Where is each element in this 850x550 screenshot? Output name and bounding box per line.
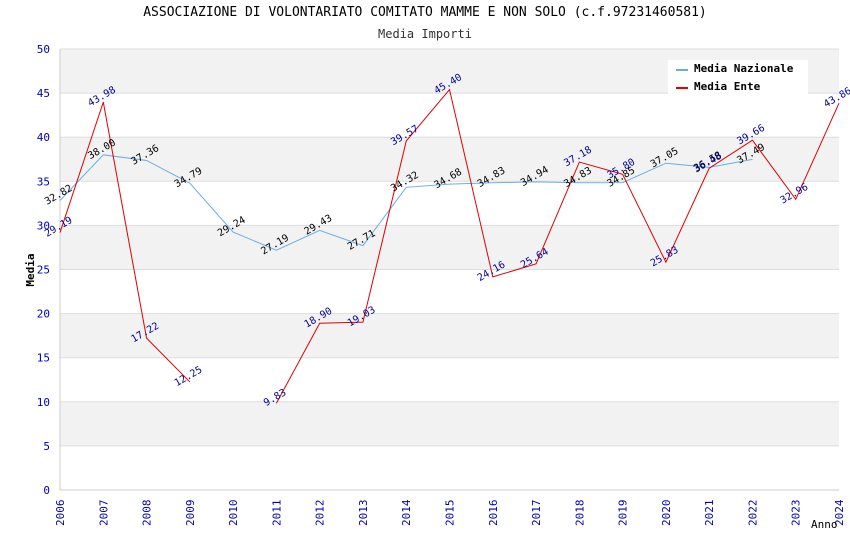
x-tick-label: 2014 — [400, 499, 413, 526]
x-tick-label: 2017 — [530, 500, 543, 527]
y-tick-label: 40 — [37, 131, 50, 144]
y-tick-label: 10 — [37, 396, 50, 409]
x-tick-label: 2011 — [270, 500, 283, 527]
y-tick-labels: 0 5 10 15 20 25 30 35 40 45 50 — [37, 43, 50, 497]
x-tick-label: 2021 — [703, 500, 716, 527]
series-line-nazionale — [59, 154, 753, 251]
x-tick-label: 2020 — [660, 500, 673, 527]
legend-item-nazionale: Media Nazionale — [668, 60, 808, 78]
axes — [59, 49, 839, 491]
x-tick-label: 2012 — [314, 500, 327, 527]
chart-subtitle: Media Importi — [378, 27, 472, 41]
x-tick-label: 2022 — [746, 500, 759, 527]
x-tick-label: 2010 — [227, 500, 240, 527]
series-line-ente — [275, 88, 840, 404]
x-tick-label: 2024 — [833, 499, 846, 526]
y-tick-label: 45 — [37, 87, 50, 100]
legend-swatch-nazionale — [676, 69, 688, 71]
data-label-ente: 12.25 — [173, 364, 205, 389]
y-tick-label: 15 — [37, 352, 50, 365]
x-tick-label: 2023 — [790, 500, 803, 527]
plot-band — [60, 313, 839, 358]
x-tick-label: 2018 — [573, 500, 586, 527]
plot-band — [60, 401, 839, 446]
x-axis-label: Anno — [811, 518, 838, 531]
series-lines — [59, 88, 840, 404]
x-tick-label: 2016 — [487, 500, 500, 527]
legend: Media Nazionale Media Ente — [668, 60, 808, 98]
y-tick-label: 50 — [37, 43, 50, 56]
x-tick-label: 2009 — [184, 500, 197, 527]
legend-label-ente: Media Ente — [694, 80, 761, 93]
y-tick-label: 35 — [37, 175, 50, 188]
grid-lines — [60, 48, 839, 491]
chart-title: ASSOCIAZIONE DI VOLONTARIATO COMITATO MA… — [143, 5, 707, 20]
x-tick-label: 2006 — [54, 500, 67, 527]
y-tick-label: 30 — [37, 219, 50, 232]
x-tick-label: 2019 — [617, 500, 630, 527]
x-tick-label: 2013 — [357, 500, 370, 527]
series-line-ente — [59, 101, 191, 383]
legend-item-ente: Media Ente — [668, 78, 808, 96]
legend-swatch-ente — [676, 87, 688, 89]
x-tick-label: 2015 — [444, 500, 457, 527]
y-tick-label: 20 — [37, 308, 50, 321]
x-tick-label: 2008 — [141, 500, 154, 527]
plot-band — [60, 137, 839, 182]
y-tick-label: 5 — [43, 440, 50, 453]
y-axis-label: Media — [24, 253, 37, 286]
y-tick-label: 25 — [37, 264, 50, 277]
data-label-ente: 32.96 — [779, 182, 811, 207]
plot-background-bands — [60, 49, 839, 446]
x-tick-labels: 2006 2007 2008 2009 2010 2011 2012 2013 2014 2015… — [54, 499, 846, 526]
x-tick-label: 2007 — [97, 500, 110, 527]
legend-label-nazionale: Media Nazionale — [694, 62, 794, 75]
plot-band — [60, 225, 839, 270]
y-tick-label: 0 — [43, 484, 50, 497]
